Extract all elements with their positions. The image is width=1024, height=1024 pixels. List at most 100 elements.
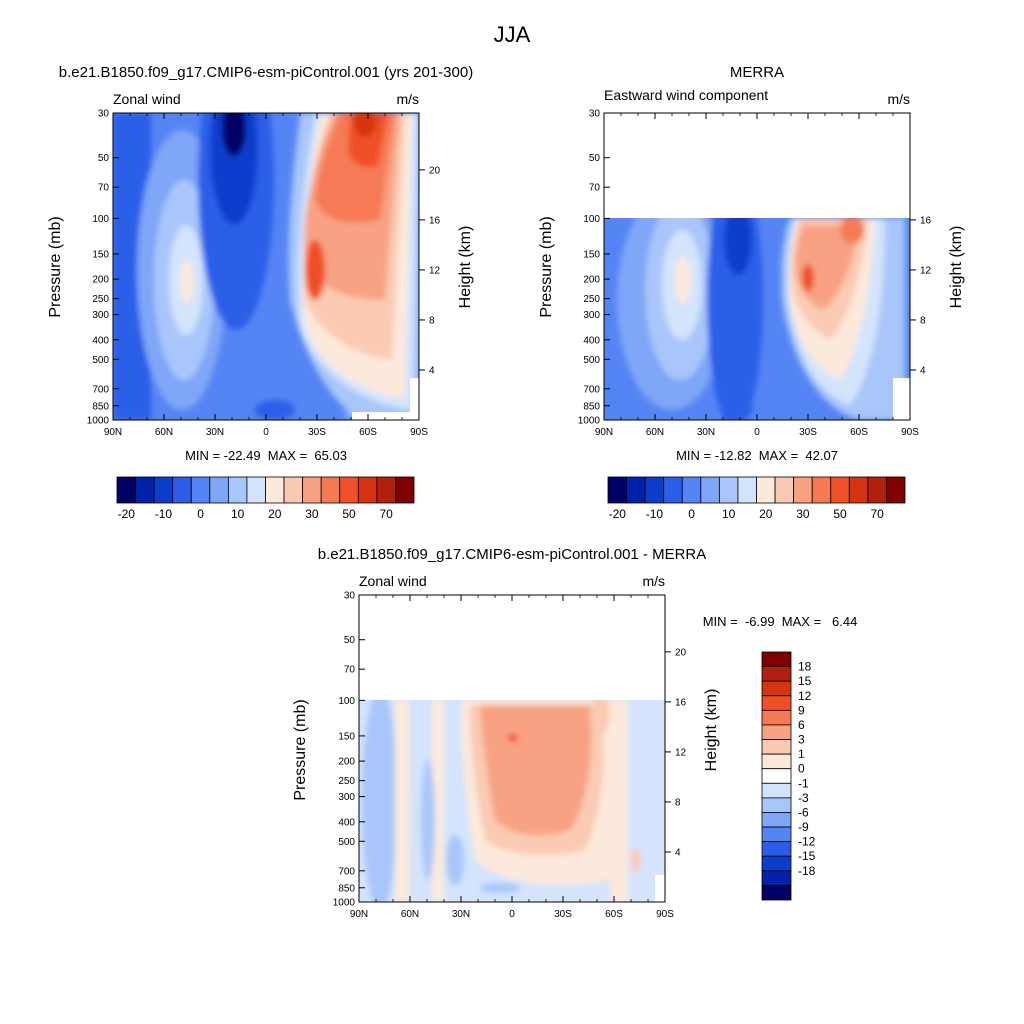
colorbar-swatch [209, 476, 229, 504]
colorbar-swatch [886, 476, 906, 504]
x-tick-label: 60S [850, 427, 868, 438]
y-tick-label: 200 [338, 757, 355, 768]
height-tick-label: 16 [675, 697, 687, 708]
colorbar-label: 0 [798, 762, 805, 776]
x-tick-label: 30N [452, 909, 470, 920]
y-tick-label: 50 [589, 153, 601, 164]
colorbar-label: 12 [798, 689, 812, 703]
panel-title: MERRA [730, 64, 784, 81]
contour-field [604, 113, 910, 420]
colorbar-label: 30 [305, 507, 319, 521]
main-title: JJA [494, 22, 531, 47]
height-tick-label: 16 [920, 215, 932, 226]
panel-left-label: Zonal wind [113, 91, 181, 107]
y-tick-label: 500 [583, 355, 600, 366]
y-tick-label: 70 [589, 183, 601, 194]
colorbar-swatch [302, 476, 322, 504]
y-tick-label: 250 [92, 294, 109, 305]
colorbar-swatch [761, 812, 792, 828]
contour-field [359, 595, 665, 902]
colorbar-swatch [116, 476, 136, 504]
y-tick-label: 300 [583, 310, 600, 321]
colorbar-swatch [376, 476, 396, 504]
y-tick-label: 100 [583, 214, 600, 225]
colorbar-label: -12 [798, 835, 816, 849]
height-tick-label: 4 [429, 365, 435, 376]
x-tick-label: 90S [410, 427, 428, 438]
ylabel-right: Height (km) [948, 226, 965, 309]
colorbar-swatch [793, 476, 813, 504]
x-tick-label: 0 [509, 909, 515, 920]
y-tick-label: 150 [583, 249, 600, 260]
y-tick-label: 700 [92, 384, 109, 395]
y-tick-label: 500 [338, 837, 355, 848]
colorbar-swatch [283, 476, 304, 504]
colorbar-swatch [761, 768, 792, 784]
colorbar-label: 18 [798, 660, 812, 674]
colorbar-swatch [761, 753, 792, 770]
height-tick-label: 12 [920, 265, 932, 276]
colorbar-label: 70 [870, 507, 884, 521]
colorbar-swatch [761, 709, 792, 726]
colorbar-swatch [357, 476, 378, 504]
colorbar-label: -10 [646, 507, 664, 521]
ylabel-right: Height (km) [457, 226, 474, 309]
y-tick-label: 100 [338, 696, 355, 707]
x-tick-label: 90S [901, 427, 919, 438]
y-tick-label: 70 [98, 183, 110, 194]
x-tick-label: 60N [646, 427, 664, 438]
x-tick-label: 90S [656, 909, 674, 920]
colorbar-swatch [811, 476, 832, 504]
x-tick-label: 60N [401, 909, 419, 920]
colorbar-swatch [681, 476, 702, 504]
colorbar-swatch [626, 476, 646, 504]
stats-text: MIN = -22.49 MAX = 65.03 [185, 448, 347, 463]
colorbar-swatch [761, 797, 792, 813]
colorbar-label: 6 [798, 718, 805, 732]
colorbar-swatch [153, 476, 174, 504]
colorbar-swatch [265, 476, 285, 504]
x-tick-label: 60S [605, 909, 623, 920]
colorbar-label: 10 [722, 507, 736, 521]
colorbar-swatch [320, 476, 341, 504]
colorbar-swatch [848, 476, 869, 504]
colorbar-swatch [644, 476, 665, 504]
stats-text: MIN = -6.99 MAX = 6.44 [703, 614, 858, 629]
contour-field [113, 113, 419, 420]
y-tick-label: 1000 [333, 898, 356, 909]
colorbar-swatch [761, 885, 792, 901]
colorbar-swatch [395, 476, 415, 504]
colorbar-swatch [761, 855, 792, 872]
x-tick-label: 30N [697, 427, 715, 438]
y-tick-label: 1000 [87, 416, 110, 427]
height-tick-label: 16 [429, 215, 441, 226]
x-tick-label: 60S [359, 427, 377, 438]
x-tick-label: 30S [308, 427, 326, 438]
colorbar-swatch [761, 666, 792, 682]
ylabel-right: Height (km) [703, 689, 720, 772]
colorbar-label: 0 [688, 507, 695, 521]
panel-merra: MERRA Eastward wind component m/s [538, 64, 965, 521]
colorbar-label: 30 [796, 507, 810, 521]
height-tick-label: 8 [920, 315, 926, 326]
y-tick-label: 200 [92, 275, 109, 286]
colorbar-swatch [607, 476, 627, 504]
y-tick-label: 100 [92, 214, 109, 225]
y-tick-label: 700 [338, 866, 355, 877]
colorbar-label: -3 [798, 791, 809, 805]
colorbar-label: 70 [379, 507, 393, 521]
y-tick-label: 30 [344, 591, 356, 602]
y-tick-label: 1000 [578, 416, 601, 427]
colorbar-swatch [867, 476, 887, 504]
y-tick-label: 300 [92, 310, 109, 321]
x-tick-label: 90N [595, 427, 613, 438]
colorbar-swatch [339, 476, 359, 504]
colorbar-swatch [761, 739, 792, 755]
x-tick-label: 0 [263, 427, 269, 438]
y-tick-label: 850 [583, 401, 600, 412]
ylabel: Pressure (mb) [538, 216, 555, 317]
colorbar-swatch [246, 476, 266, 504]
colorbar-label: -9 [798, 820, 809, 834]
y-tick-label: 700 [583, 384, 600, 395]
panel-title: b.e21.B1850.f09_g17.CMIP6-esm-piControl.… [318, 546, 707, 563]
